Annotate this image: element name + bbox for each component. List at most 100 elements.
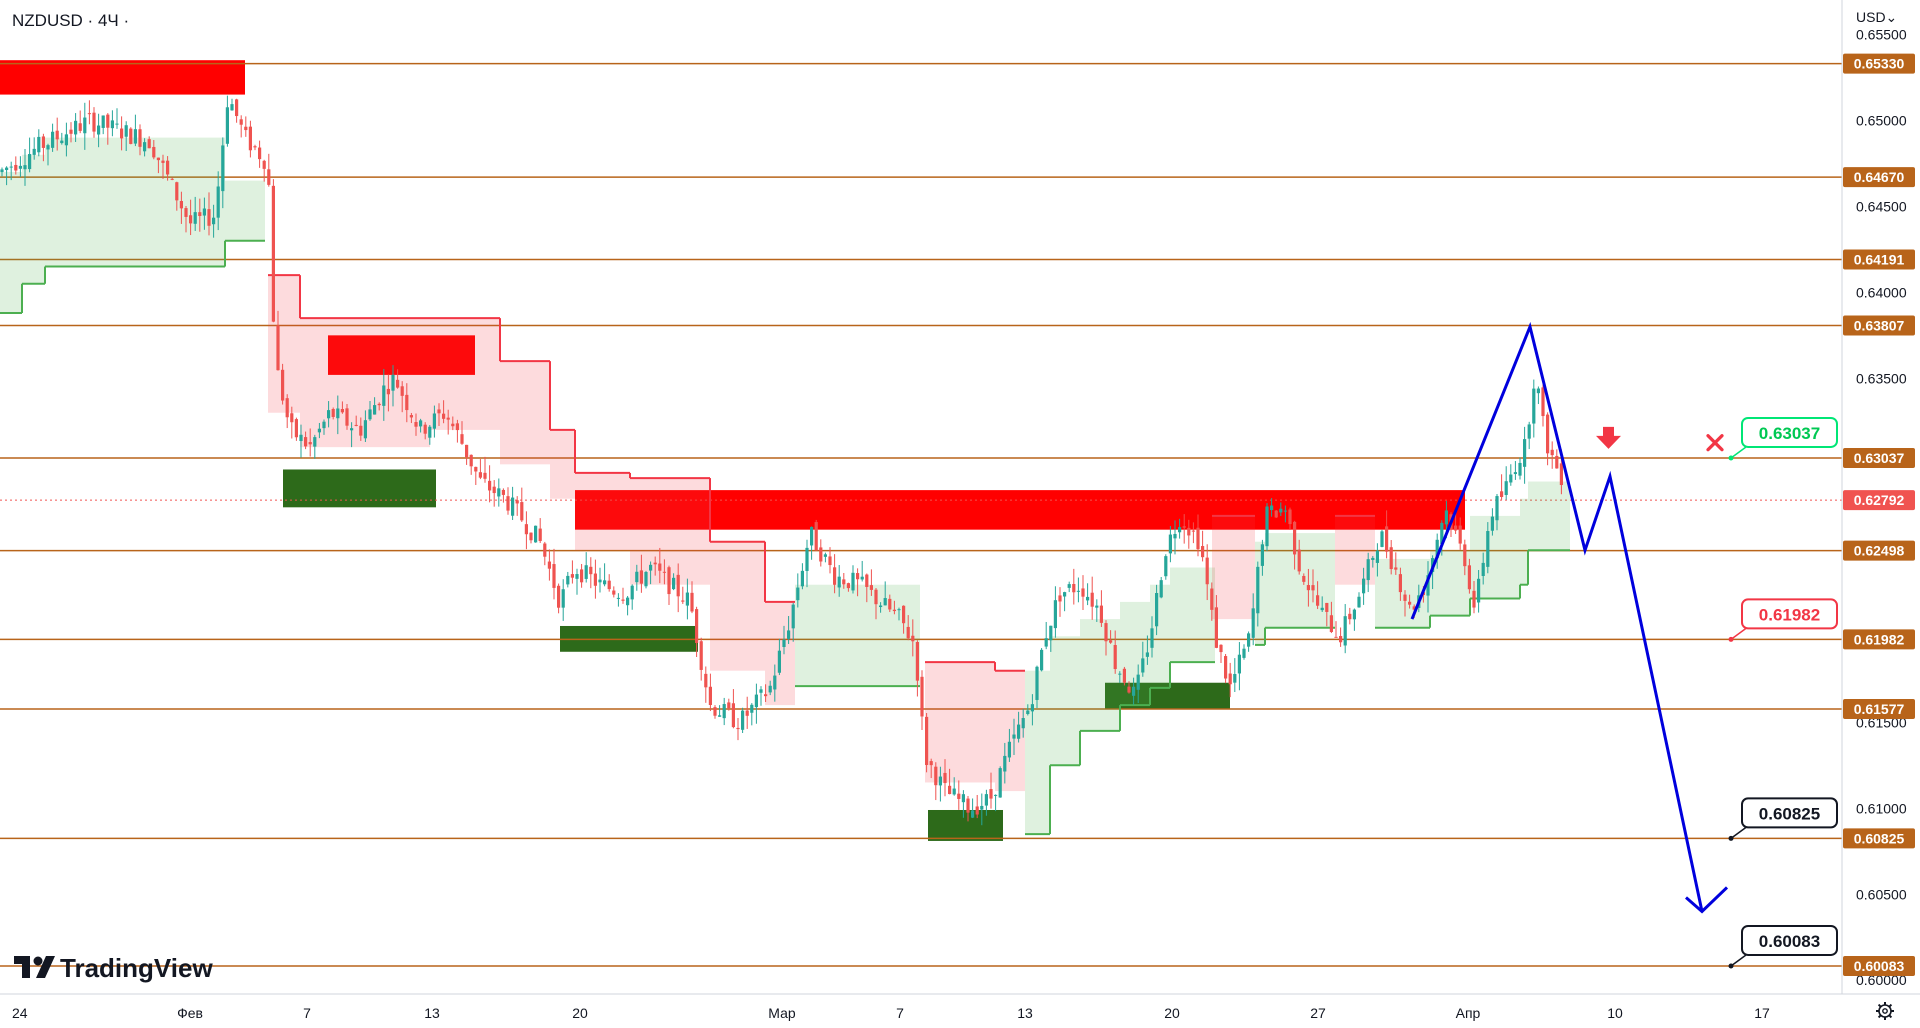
candle-body: [405, 394, 409, 411]
candle-body: [1030, 704, 1034, 712]
candle-body: [672, 577, 676, 590]
candle-body: [202, 208, 206, 216]
candles-layer: [0, 95, 1563, 826]
brand-name: TradingView: [60, 953, 213, 983]
candle-body: [225, 107, 229, 144]
candle-body: [133, 129, 137, 144]
candle-body: [722, 704, 726, 719]
supply-zone[interactable]: [0, 60, 245, 95]
candle-body: [626, 597, 630, 606]
candle-body: [1196, 527, 1200, 550]
candle-body: [1380, 531, 1384, 547]
candle-body: [534, 525, 538, 543]
candle-body: [322, 421, 326, 429]
candle-body: [865, 574, 869, 587]
candle-body: [101, 115, 105, 128]
candle-body: [1141, 658, 1145, 673]
level-price-tag: [1843, 167, 1915, 188]
currency-menu[interactable]: USD⌄: [1856, 9, 1897, 25]
supply-zone[interactable]: [328, 335, 475, 375]
level-price-tag: [1843, 955, 1915, 976]
candle-body: [745, 710, 749, 716]
candle-body: [69, 129, 73, 134]
demand-zone[interactable]: [928, 809, 1003, 841]
candle-body: [230, 104, 234, 111]
candle-body: [1072, 583, 1076, 593]
candle-body: [1536, 388, 1540, 394]
time-tick-label: Мар: [768, 1005, 796, 1021]
supply-zone[interactable]: [575, 490, 1465, 530]
callout-leader: [1730, 446, 1747, 459]
candle-body: [644, 571, 648, 587]
candle-body: [828, 556, 832, 566]
candle-body: [662, 571, 666, 573]
callout-box[interactable]: [1741, 416, 1838, 448]
candle-body: [915, 642, 919, 681]
candle-body: [607, 580, 611, 590]
candle-body: [345, 408, 349, 426]
candle-body: [18, 165, 22, 169]
candle-body: [414, 422, 418, 427]
candle-body: [446, 417, 450, 420]
candle-body: [106, 114, 110, 128]
candle-body: [9, 166, 13, 168]
candle-body: [557, 585, 561, 608]
candle-body: [1541, 387, 1545, 417]
price-tick-label: 0.64500: [1856, 198, 1907, 214]
candle-body: [814, 522, 818, 551]
candle-body: [980, 805, 984, 810]
callout-box[interactable]: [1741, 924, 1838, 956]
trail-fill: [710, 541, 765, 671]
callout-box[interactable]: [1741, 598, 1838, 630]
price-tick-label: 0.63500: [1856, 370, 1907, 386]
candle-body: [1532, 388, 1536, 424]
candle-body: [442, 413, 446, 419]
callout-leader: [1730, 826, 1747, 839]
candle-body: [1187, 527, 1191, 536]
candle-body: [1201, 546, 1205, 558]
candle-body: [1357, 596, 1361, 608]
gear-icon[interactable]: [1876, 1002, 1894, 1020]
candle-body: [888, 598, 892, 610]
sell-arrow-icon: [1596, 426, 1621, 449]
candle-body: [787, 630, 791, 639]
callout-box[interactable]: [1741, 797, 1838, 829]
time-tick-label: 13: [1017, 1005, 1033, 1021]
candle-body: [1265, 506, 1269, 547]
time-tick-label: 20: [572, 1005, 588, 1021]
candle-body: [819, 547, 823, 562]
candle-body: [1500, 491, 1504, 498]
candle-body: [363, 420, 367, 439]
candle-body: [989, 789, 993, 799]
price-tick-label: 0.65000: [1856, 112, 1907, 128]
candle-body: [1260, 544, 1264, 566]
candle-body: [1385, 526, 1389, 552]
candle-body: [741, 710, 745, 730]
candle-body: [1053, 600, 1057, 629]
candle-body: [805, 547, 809, 571]
candle-body: [281, 369, 285, 401]
demand-zone[interactable]: [283, 469, 436, 508]
candle-body: [327, 410, 331, 419]
candle-body: [653, 562, 657, 565]
symbol-title[interactable]: NZDUSD · 4Ч ·: [12, 11, 129, 30]
candle-body: [575, 574, 579, 579]
candle-body: [1426, 575, 1430, 596]
candle-body: [308, 442, 312, 445]
candle-body: [377, 403, 381, 406]
candle-body: [161, 160, 165, 163]
candle-body: [897, 609, 901, 611]
trail-fill: [1050, 636, 1080, 766]
candle-body: [1191, 530, 1195, 532]
level-price-label: 0.65330: [1854, 56, 1905, 72]
candle-body: [239, 119, 243, 125]
candle-body: [32, 148, 36, 155]
candle-body: [166, 160, 170, 175]
time-axis-ticks: 24 Фев 7 13 20 Мар 7 13 20 27 Апр 10 17: [12, 1005, 1770, 1021]
candle-body: [635, 571, 639, 583]
trailing-stop-layer: [0, 137, 1570, 836]
candle-body: [1362, 578, 1366, 594]
candle-body: [60, 140, 64, 144]
projection-path[interactable]: [1410, 321, 1704, 912]
